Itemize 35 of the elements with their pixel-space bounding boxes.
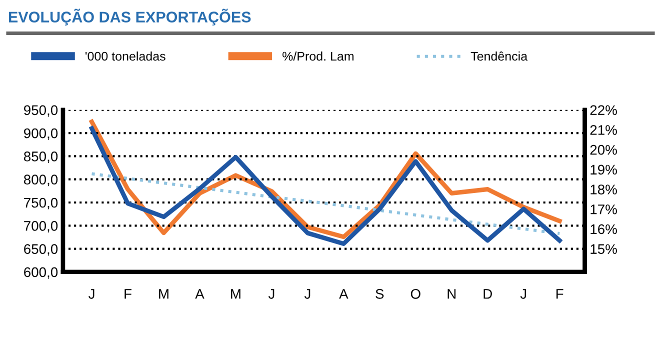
x-tick-label: S bbox=[376, 288, 384, 299]
y2-tick-label: 17% bbox=[590, 204, 617, 214]
x-tick-label: F bbox=[556, 289, 564, 299]
y2-tick-label: 16% bbox=[590, 224, 617, 234]
line-series bbox=[90, 172, 562, 236]
y2-tick-label: 21% bbox=[590, 125, 617, 135]
x-tick-label: F bbox=[124, 289, 132, 299]
y-tick-label: 900,0 bbox=[24, 128, 58, 140]
x-tick-label: J bbox=[304, 289, 310, 299]
chart-title: EVOLUÇÃO DAS EXPORTAÇÕES bbox=[8, 8, 251, 26]
y-tick-label: 700,0 bbox=[24, 220, 58, 232]
y2-tick-label: 15% bbox=[590, 244, 617, 254]
x-tick-label: N bbox=[448, 289, 456, 299]
y-tick-label: 600,0 bbox=[24, 267, 58, 279]
x-tick-label: M bbox=[159, 289, 168, 299]
y-tick-label: 650,0 bbox=[24, 244, 58, 256]
y-tick-label: 850,0 bbox=[24, 152, 58, 164]
y-tick-label: 800,0 bbox=[24, 174, 58, 186]
y2-tick-label: 20% bbox=[590, 144, 617, 155]
y2-tick-label: 22% bbox=[590, 105, 617, 116]
x-tick-label: J bbox=[88, 289, 94, 299]
x-tick-label: A bbox=[339, 289, 348, 299]
legend-label: Tendência bbox=[470, 51, 528, 61]
x-tick-label: D bbox=[484, 289, 492, 299]
x-tick-label: J bbox=[268, 289, 274, 299]
y-tick-label: 750,0 bbox=[24, 198, 58, 210]
x-tick-label: J bbox=[520, 289, 526, 299]
legend-label: %/Prod. Lam bbox=[282, 52, 354, 61]
y-tick-label: 950,0 bbox=[24, 105, 58, 117]
x-tick-label: A bbox=[195, 289, 204, 299]
y2-tick-label: 19% bbox=[590, 164, 617, 175]
x-tick-label: O bbox=[410, 288, 420, 299]
legend-label: '000 toneladas bbox=[86, 52, 166, 61]
x-tick-label: M bbox=[231, 289, 240, 299]
y2-tick-label: 18% bbox=[590, 184, 617, 194]
